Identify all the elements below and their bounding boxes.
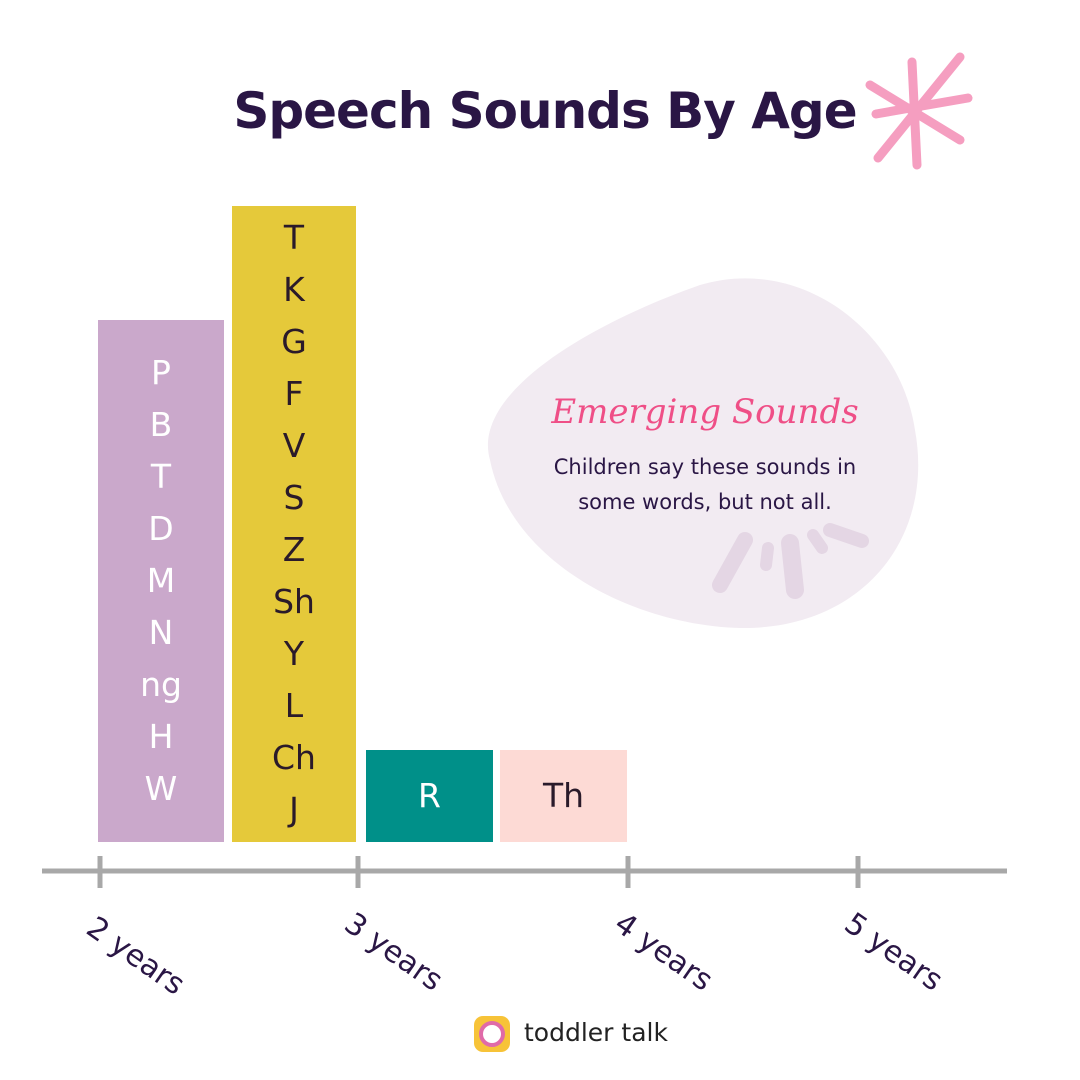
sound: ng: [140, 665, 182, 704]
callout-text: Children say these sounds in some words,…: [553, 455, 857, 514]
blob-decoration: [712, 523, 869, 599]
sound: T: [150, 457, 172, 496]
sound: Z: [282, 530, 306, 569]
callout-title: Emerging Sounds: [551, 392, 859, 432]
sound: M: [146, 561, 176, 600]
brand-logo-mark: [479, 1021, 505, 1047]
sound: G: [281, 322, 307, 361]
sound: J: [289, 790, 299, 829]
sound-bar: T K G F V S Z Sh Y L Ch J: [232, 206, 356, 842]
sound: B: [149, 405, 173, 444]
sound: W: [144, 769, 178, 808]
sound: Y: [283, 634, 305, 673]
sound: P: [151, 353, 171, 392]
sound: K: [283, 270, 305, 309]
sound: F: [284, 374, 304, 413]
star-decoration: [865, 52, 973, 170]
sound: S: [283, 478, 305, 517]
sound-bar: R: [366, 750, 493, 842]
brand-name: toddler talk: [524, 1018, 668, 1047]
sound: Ch: [272, 738, 316, 777]
sound-bar: Th: [500, 750, 627, 842]
sound: H: [148, 717, 174, 756]
sound: R: [418, 776, 441, 815]
sound: T: [283, 218, 305, 257]
sound: Th: [542, 776, 585, 815]
timeline-axis: [42, 856, 1007, 888]
title: Speech Sounds By Age: [233, 82, 857, 140]
sound: V: [282, 426, 306, 465]
sound: L: [284, 686, 304, 725]
sound: D: [148, 509, 174, 548]
sound: N: [148, 613, 174, 652]
sound: Sh: [273, 582, 315, 621]
